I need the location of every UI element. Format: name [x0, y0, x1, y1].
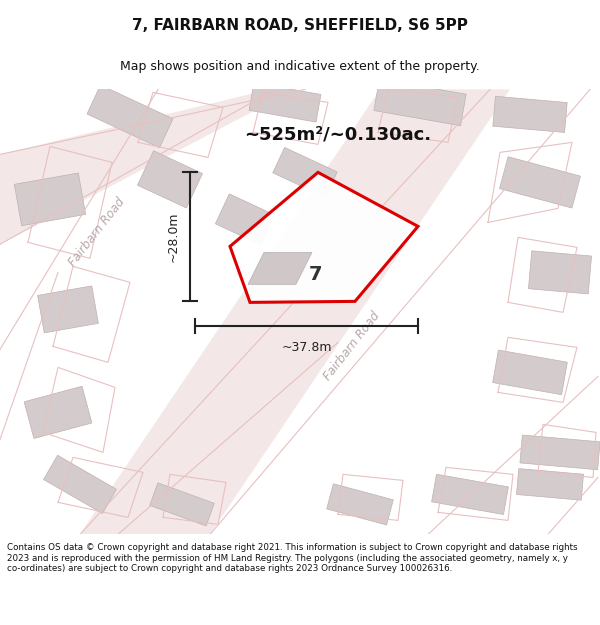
Polygon shape [24, 386, 92, 439]
Text: Contains OS data © Crown copyright and database right 2021. This information is : Contains OS data © Crown copyright and d… [7, 543, 578, 573]
Polygon shape [273, 148, 337, 198]
Text: Fairbarn Road: Fairbarn Road [66, 196, 128, 269]
Polygon shape [326, 484, 394, 525]
Text: ~525m²/~0.130ac.: ~525m²/~0.130ac. [244, 126, 431, 143]
Text: 7: 7 [308, 265, 322, 284]
Polygon shape [80, 89, 510, 534]
Polygon shape [520, 435, 600, 470]
Text: 7, FAIRBARN ROAD, SHEFFIELD, S6 5PP: 7, FAIRBARN ROAD, SHEFFIELD, S6 5PP [132, 18, 468, 32]
Polygon shape [87, 85, 173, 148]
Text: ~37.8m: ~37.8m [281, 341, 332, 354]
Polygon shape [215, 194, 275, 245]
Polygon shape [374, 79, 466, 126]
Polygon shape [0, 89, 295, 244]
Polygon shape [431, 474, 508, 514]
Polygon shape [529, 251, 592, 294]
Polygon shape [500, 157, 580, 208]
Polygon shape [230, 173, 418, 302]
Polygon shape [14, 173, 86, 226]
Polygon shape [150, 483, 214, 526]
Polygon shape [517, 469, 584, 500]
Text: Fairbarn Road: Fairbarn Road [321, 309, 383, 383]
Polygon shape [137, 151, 203, 208]
Text: Map shows position and indicative extent of the property.: Map shows position and indicative extent… [120, 59, 480, 72]
Polygon shape [248, 253, 312, 284]
Polygon shape [493, 96, 567, 132]
Polygon shape [249, 82, 321, 122]
Polygon shape [44, 455, 116, 514]
Text: ~28.0m: ~28.0m [167, 212, 180, 262]
Polygon shape [38, 286, 98, 333]
Polygon shape [493, 350, 568, 395]
